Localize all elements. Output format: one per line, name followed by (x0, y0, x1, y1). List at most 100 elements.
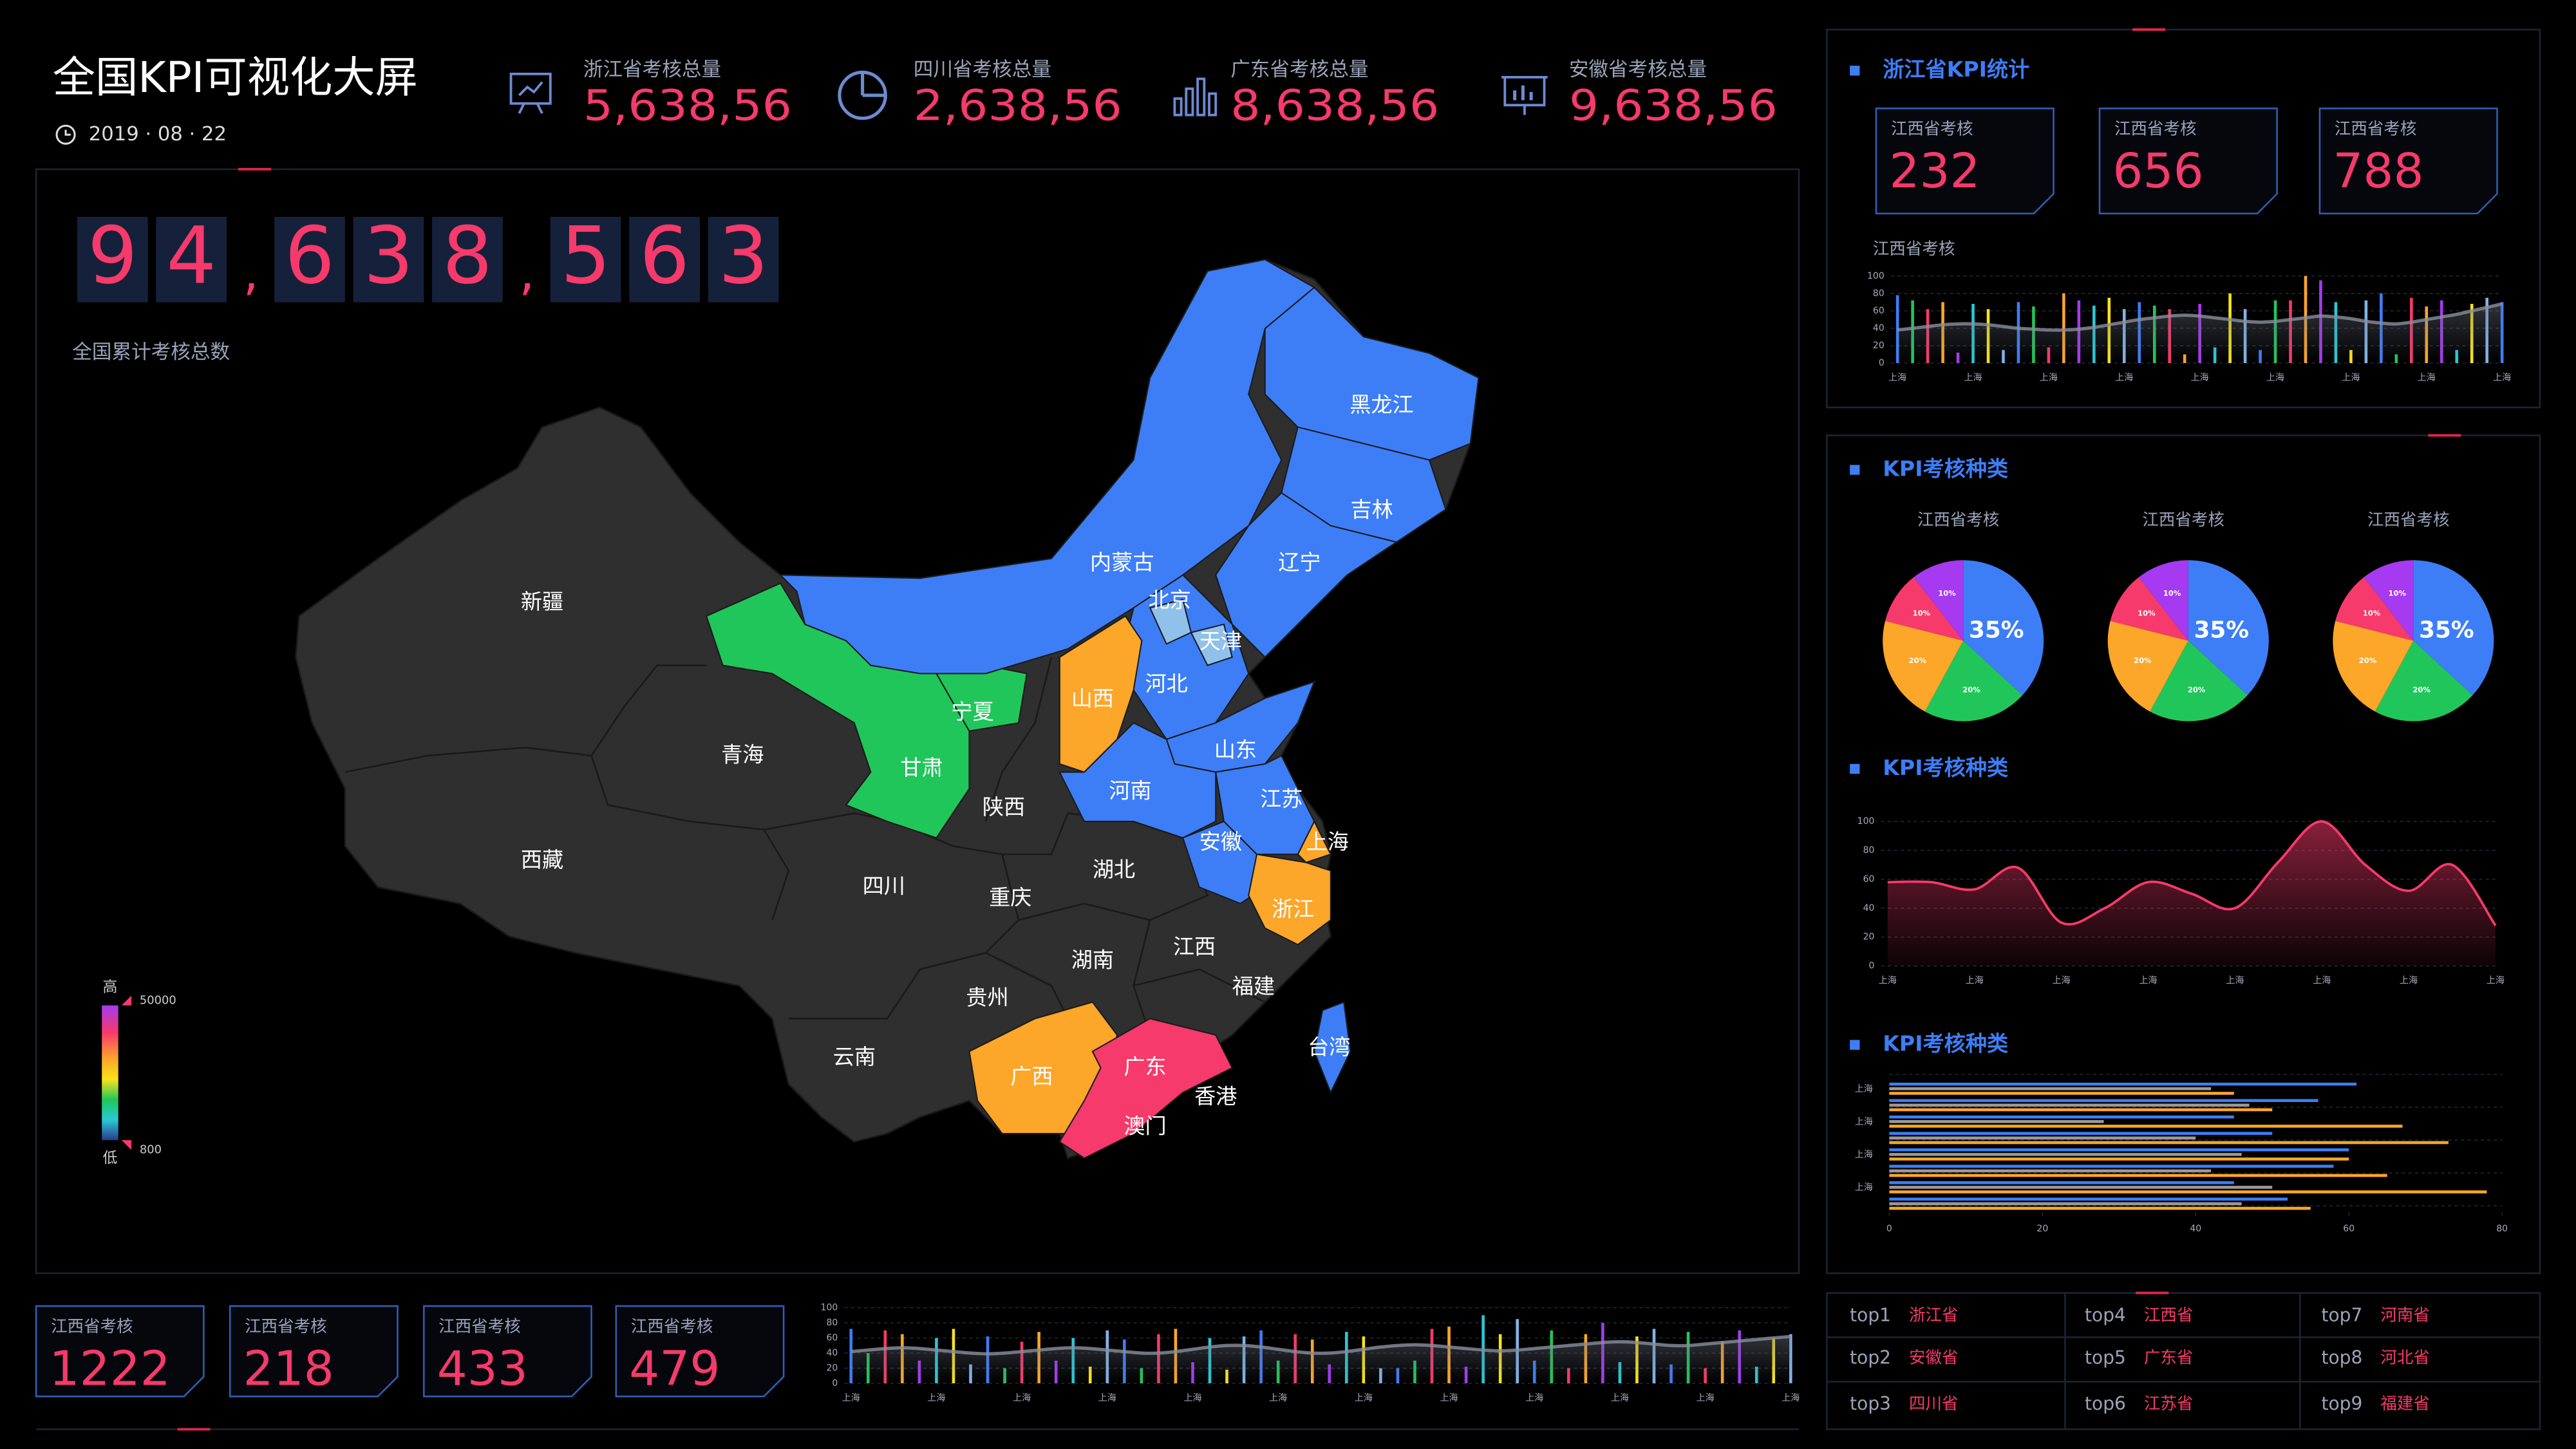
bar (1889, 1206, 2311, 1210)
bar (1889, 1120, 2104, 1123)
pie-title: 江西省考核 (2142, 510, 2224, 530)
bar (1889, 1099, 2318, 1102)
pie-label: 10% (1913, 608, 1931, 617)
section-marker (1850, 66, 1860, 76)
bar (1889, 1132, 2273, 1136)
province-label: 浙江 (1272, 896, 1314, 921)
bar (1889, 1092, 2234, 1095)
province-label: 内蒙古 (1090, 550, 1154, 575)
card-value: 218 (243, 1341, 334, 1397)
digit: 8 (442, 209, 493, 301)
x-tick-label: 上海 (1611, 1393, 1629, 1403)
legend-max: 50000 (140, 993, 176, 1007)
bar (1889, 1108, 2273, 1112)
legend-marker (121, 995, 132, 1150)
digit-box (629, 216, 700, 303)
rank: top8 (2321, 1347, 2362, 1369)
card-value: 656 (2112, 144, 2203, 199)
pie-label: 10% (2163, 589, 2181, 598)
x-tick-label: 上海 (2342, 373, 2360, 383)
map-border (984, 657, 1053, 822)
digit: 3 (719, 209, 769, 301)
y-tick-label: 80 (1873, 288, 1885, 299)
stat-icon (861, 72, 886, 97)
digit-separator: , (519, 245, 534, 302)
stat-label: 浙江省考核总量 (583, 59, 721, 81)
pie-slice (1885, 577, 1964, 641)
y-tick-label: 20 (1873, 341, 1885, 351)
x-tick-label: 上海 (2040, 373, 2058, 383)
province-label: 山东 (1214, 737, 1257, 762)
pie-slice (2335, 577, 2414, 641)
pie-slice (1924, 640, 2023, 722)
section-marker (1850, 465, 1860, 475)
y-tick-label: 40 (1873, 323, 1885, 333)
pie-slice (2188, 560, 2269, 696)
province-label: 河南 (1109, 778, 1151, 803)
y-tick-label: 100 (821, 1303, 838, 1313)
card-value: 788 (2333, 144, 2423, 199)
province-region (1190, 623, 1233, 666)
rank-province: 江西省 (2144, 1305, 2194, 1325)
digit: 5 (561, 209, 611, 301)
x-tick-label: 上海 (2053, 976, 2071, 986)
rank: top3 (1850, 1393, 1891, 1414)
y-tick-label: 60 (1873, 306, 1885, 316)
rank-province: 广东省 (2144, 1349, 2194, 1368)
digit: 3 (364, 209, 414, 301)
province-label: 四川 (863, 874, 905, 899)
panel-frame (35, 168, 1800, 1275)
province-label: 宁夏 (951, 699, 993, 724)
card-label: 江西省考核 (51, 1317, 133, 1336)
digit-box (550, 216, 621, 303)
digit-box (156, 216, 227, 303)
x-tick-label: 上海 (842, 1393, 860, 1403)
y-tick-label: 60 (1863, 874, 1875, 884)
pie-label: 20% (2188, 685, 2206, 694)
rank: top1 (1850, 1304, 1891, 1325)
bar (1889, 1148, 2349, 1152)
province-label: 河北 (1145, 671, 1188, 696)
y-tick-label: 上海 (1855, 1183, 1873, 1193)
y-tick-label: 0 (1869, 961, 1875, 971)
stat-icon (1196, 77, 1206, 117)
y-tick-label: 80 (1863, 845, 1875, 855)
x-tick-label: 上海 (1888, 373, 1906, 383)
x-tick-label: 60 (2343, 1224, 2355, 1234)
y-tick-label: 80 (827, 1318, 838, 1328)
province-label: 广东 (1123, 1054, 1166, 1079)
province-label: 台湾 (1308, 1034, 1350, 1060)
x-tick-label: 上海 (2226, 976, 2244, 986)
y-tick-label: 100 (1867, 271, 1885, 281)
stat-label: 安徽省考核总量 (1569, 59, 1707, 81)
province-region (1264, 286, 1480, 461)
section-title: KPI考核种类 (1883, 1031, 2009, 1056)
pie-label: 10% (1938, 589, 1956, 598)
stat-label: 四川省考核总量 (914, 59, 1051, 81)
province-label: 甘肃 (900, 755, 943, 780)
province-label: 安徽 (1199, 829, 1242, 854)
province-region (1058, 722, 1217, 839)
x-tick-label: 40 (2190, 1224, 2201, 1234)
bar (1889, 1169, 2212, 1173)
x-tick-label: 上海 (1098, 1393, 1116, 1403)
pie-slice (1913, 560, 1964, 641)
pie-slice (1883, 621, 1964, 712)
card-frame (2098, 108, 2278, 215)
province-label: 江西 (1173, 934, 1216, 959)
pie-slice (2139, 560, 2188, 641)
x-tick-label: 上海 (1879, 976, 1897, 986)
x-tick-label: 上海 (2493, 373, 2511, 383)
x-tick-label: 0 (1886, 1224, 1892, 1234)
pie-slice (2364, 560, 2414, 641)
bar (1889, 1190, 2487, 1193)
pie-slice (2110, 577, 2188, 641)
province-label: 福建 (1232, 973, 1275, 998)
bar (1889, 1125, 2403, 1128)
y-tick-label: 100 (1857, 816, 1875, 827)
section-title: 浙江省KPI统计 (1883, 57, 2029, 82)
card-value: 232 (1889, 144, 1980, 199)
y-tick-label: 上海 (1855, 1150, 1873, 1160)
stat-value: 8,638,56 (1230, 80, 1439, 131)
province-label: 广西 (1010, 1064, 1053, 1089)
